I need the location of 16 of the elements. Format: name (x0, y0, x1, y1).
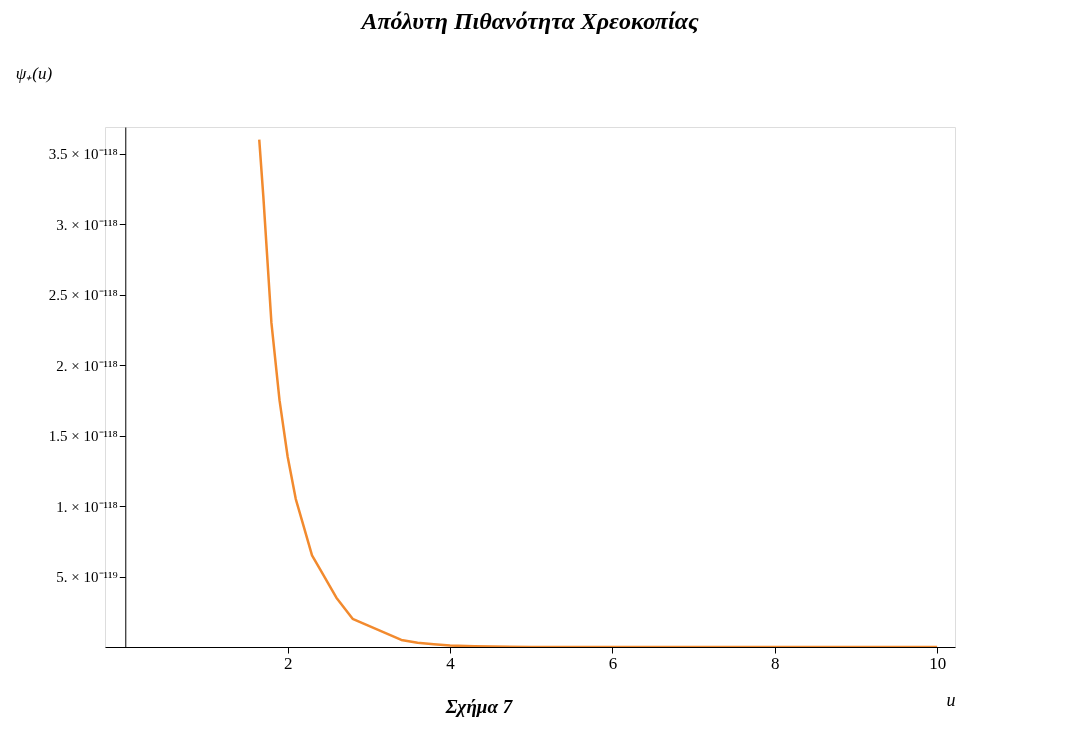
y-axis-title: ψ₊(u) (15, 63, 53, 83)
x-tick-label: 4 (446, 653, 456, 673)
y-tick-label: 5. × 10⁻¹¹⁹ (56, 569, 118, 586)
x-tick-label: 10 (929, 653, 947, 673)
x-tick-label: 2 (283, 653, 293, 673)
y-tick-label: 3. × 10⁻¹¹⁸ (56, 216, 118, 233)
chart-title: Απόλυτη Πιθανότητα Χρεοκοπίας (359, 8, 699, 34)
x-tick-label: 8 (771, 653, 780, 673)
x-tick-label: 6 (608, 653, 618, 673)
text: Σχήμα 7 (444, 696, 514, 717)
y-tick-label: 1.5 × 10⁻¹¹⁸ (48, 428, 118, 445)
x-axis-title: u (946, 689, 956, 710)
y-tick-label: 1. × 10⁻¹¹⁸ (56, 498, 118, 515)
y-tick-label: 2. × 10⁻¹¹⁸ (56, 357, 118, 374)
y-tick-label: 3.5 × 10⁻¹¹⁸ (48, 146, 118, 163)
y-tick-label: 2.5 × 10⁻¹¹⁸ (48, 287, 118, 304)
